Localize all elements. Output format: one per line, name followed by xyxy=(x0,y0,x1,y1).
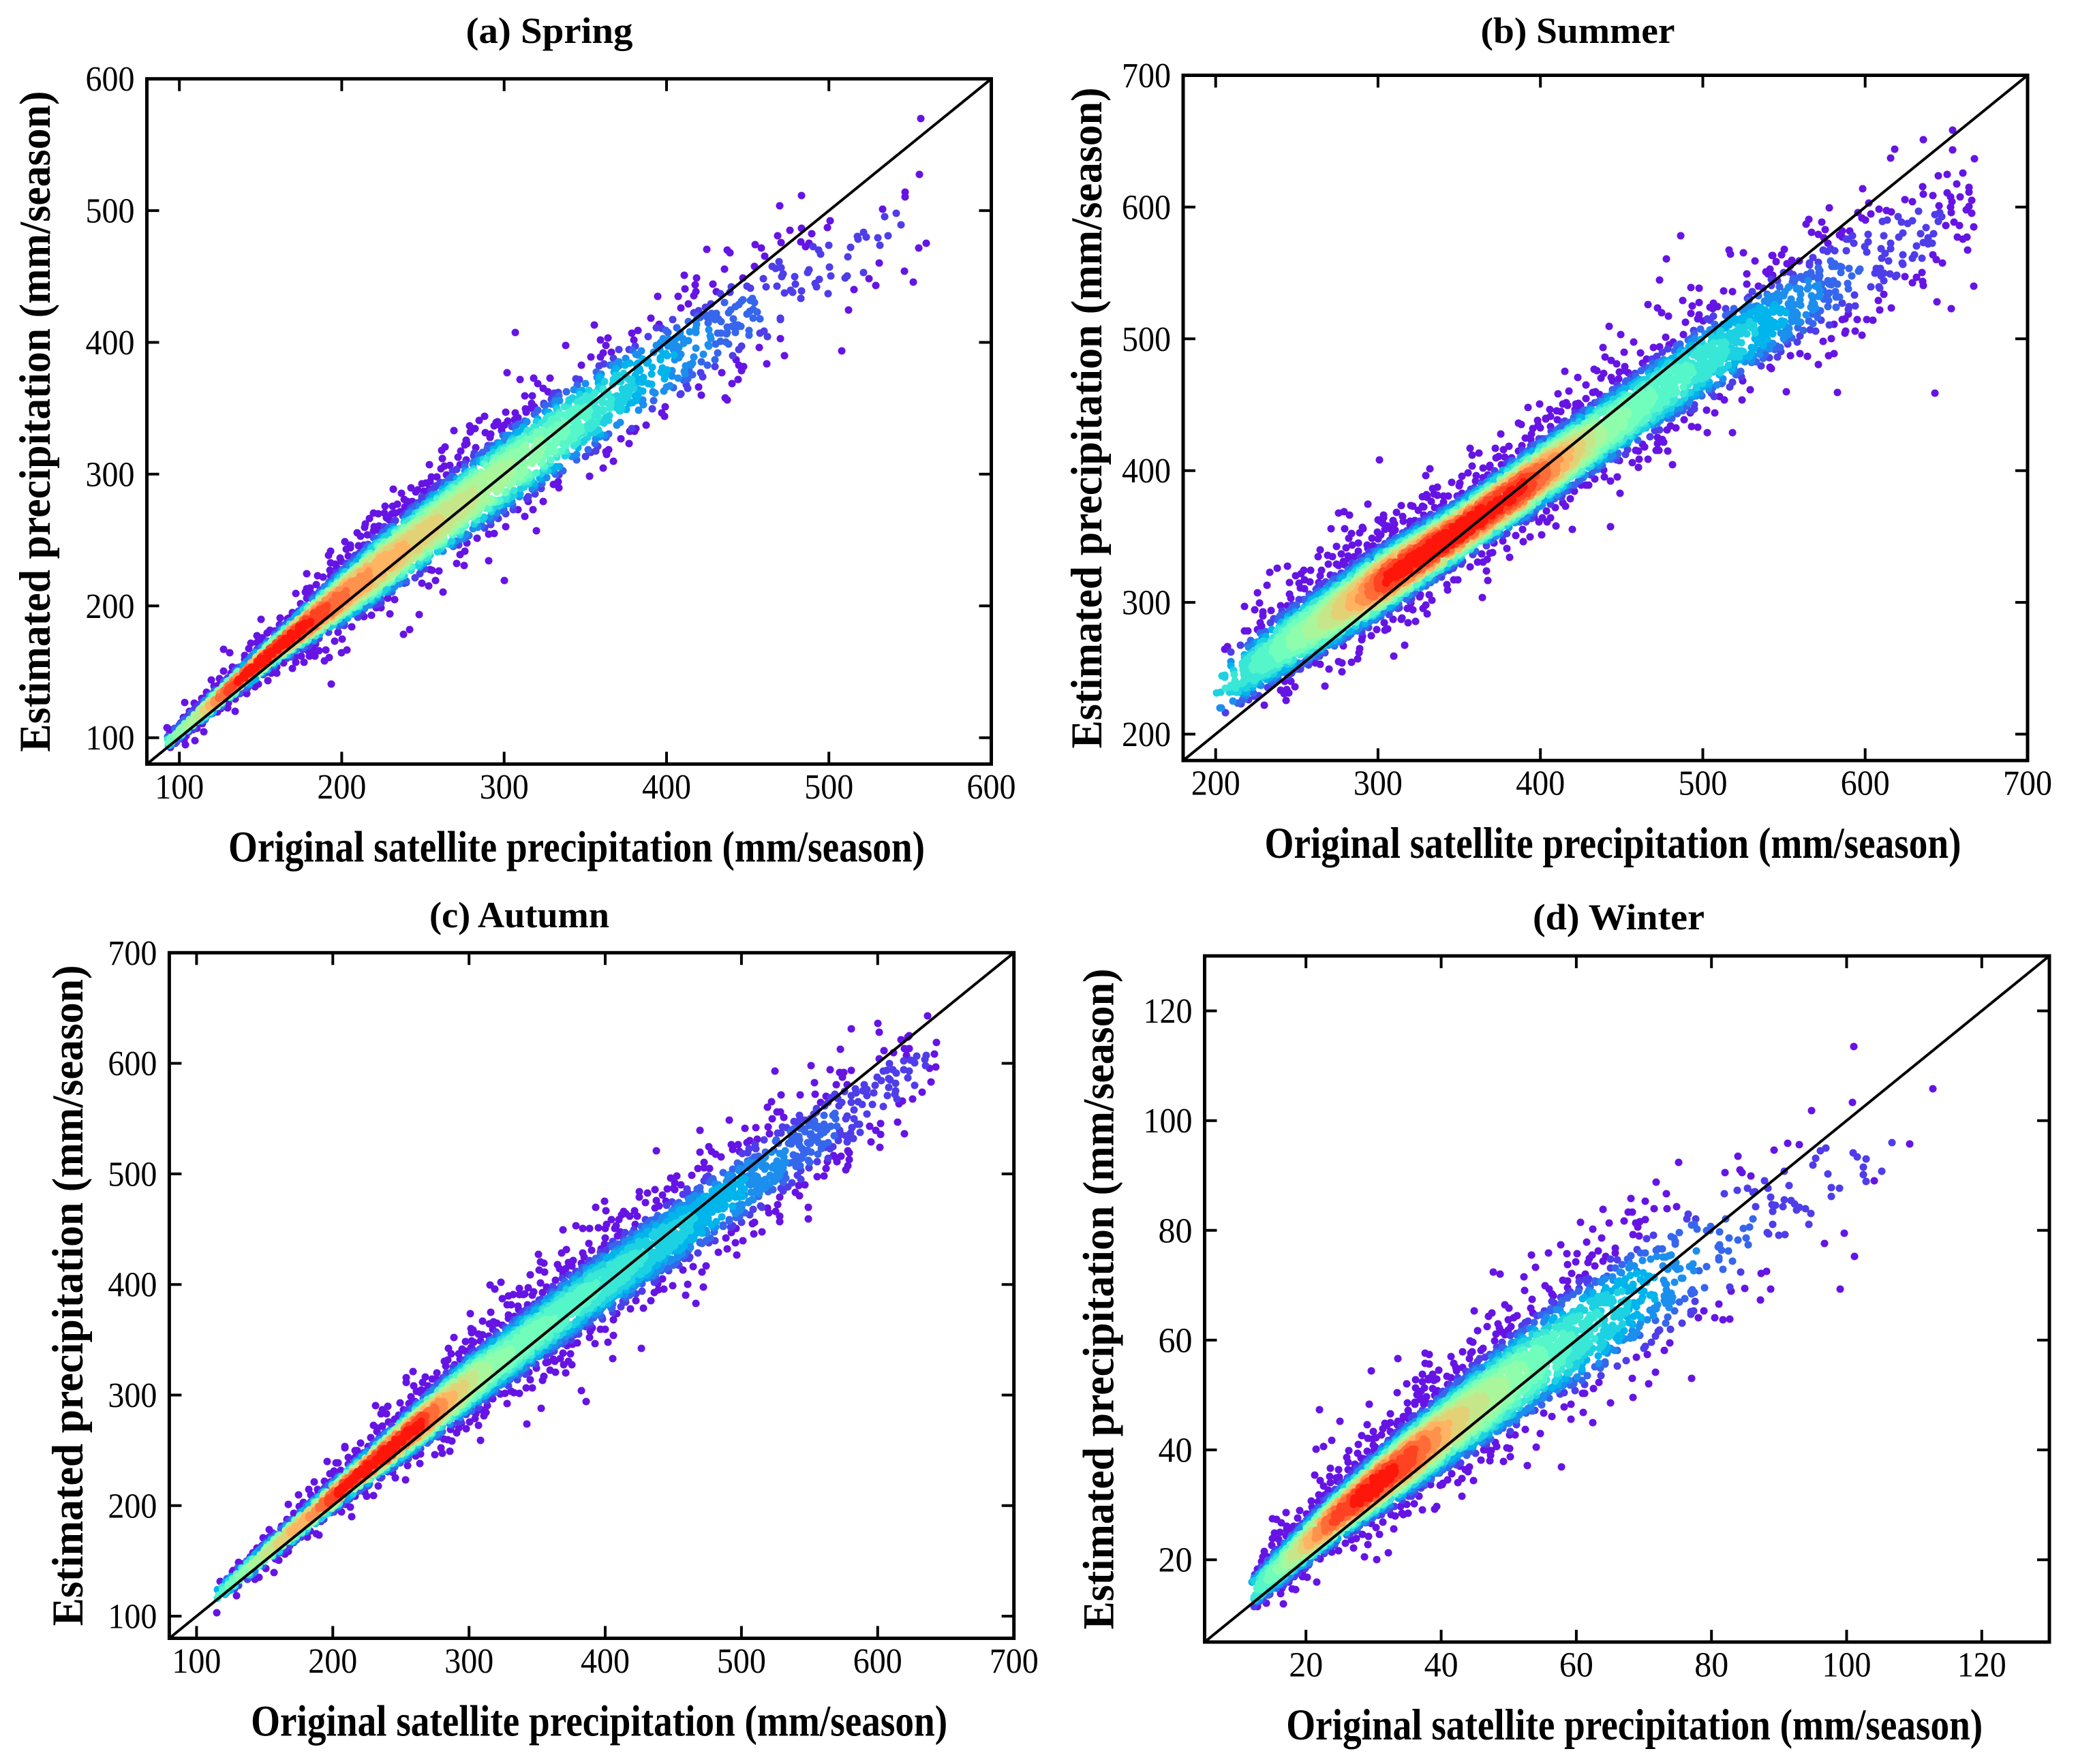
svg-text:500: 500 xyxy=(804,768,853,807)
svg-text:200: 200 xyxy=(1122,715,1171,754)
svg-text:Estimated precipitation (mm/se: Estimated precipitation (mm/season) xyxy=(1075,969,1124,1630)
svg-text:300: 300 xyxy=(1354,764,1403,803)
svg-text:600: 600 xyxy=(853,1642,902,1681)
svg-text:300: 300 xyxy=(444,1642,493,1681)
svg-text:60: 60 xyxy=(1559,1645,1593,1684)
svg-text:600: 600 xyxy=(108,1045,157,1083)
svg-text:600: 600 xyxy=(1841,764,1890,803)
svg-text:(d) Winter: (d) Winter xyxy=(1533,897,1705,938)
svg-text:400: 400 xyxy=(86,324,135,362)
svg-text:300: 300 xyxy=(480,768,529,807)
svg-text:120: 120 xyxy=(1144,992,1193,1031)
svg-text:300: 300 xyxy=(1122,584,1171,623)
svg-text:600: 600 xyxy=(1122,188,1171,227)
svg-text:Estimated precipitation (mm/se: Estimated precipitation (mm/season) xyxy=(11,91,60,752)
svg-text:(c) Autumn: (c) Autumn xyxy=(429,895,609,935)
svg-text:600: 600 xyxy=(967,768,1016,807)
svg-text:300: 300 xyxy=(86,455,135,494)
svg-text:40: 40 xyxy=(1424,1645,1458,1684)
svg-text:80: 80 xyxy=(1159,1211,1193,1250)
svg-text:Estimated precipitation (mm/se: Estimated precipitation (mm/season) xyxy=(44,965,93,1626)
svg-text:200: 200 xyxy=(108,1487,157,1526)
svg-text:Original satellite precipitati: Original satellite precipitation (mm/sea… xyxy=(1265,819,1961,868)
svg-text:500: 500 xyxy=(1679,764,1728,803)
svg-text:400: 400 xyxy=(108,1266,157,1305)
svg-text:100: 100 xyxy=(86,719,135,758)
svg-text:100: 100 xyxy=(172,1642,221,1681)
svg-text:400: 400 xyxy=(581,1642,630,1681)
svg-text:200: 200 xyxy=(1191,764,1240,803)
svg-text:Original satellite precipitati: Original satellite precipitation (mm/sea… xyxy=(251,1697,947,1746)
svg-text:700: 700 xyxy=(1122,57,1171,95)
svg-text:200: 200 xyxy=(317,768,366,807)
svg-text:(a) Spring: (a) Spring xyxy=(466,10,633,51)
svg-text:500: 500 xyxy=(717,1642,766,1681)
svg-text:400: 400 xyxy=(642,768,691,807)
svg-text:500: 500 xyxy=(1122,320,1171,359)
svg-text:100: 100 xyxy=(1144,1102,1193,1141)
svg-text:300: 300 xyxy=(108,1376,157,1415)
svg-text:500: 500 xyxy=(108,1155,157,1194)
svg-text:20: 20 xyxy=(1289,1645,1323,1684)
svg-text:200: 200 xyxy=(86,587,135,626)
svg-text:Original satellite precipitati: Original satellite precipitation (mm/sea… xyxy=(228,822,925,871)
svg-text:20: 20 xyxy=(1159,1541,1193,1580)
svg-text:400: 400 xyxy=(1516,764,1565,803)
svg-text:400: 400 xyxy=(1122,452,1171,491)
svg-text:700: 700 xyxy=(2003,764,2052,803)
svg-text:120: 120 xyxy=(1957,1645,2006,1684)
svg-text:60: 60 xyxy=(1159,1321,1193,1360)
svg-text:100: 100 xyxy=(108,1598,157,1637)
svg-text:(b) Summer: (b) Summer xyxy=(1481,10,1675,51)
svg-text:40: 40 xyxy=(1159,1432,1193,1470)
svg-text:Original satellite precipitati: Original satellite precipitation (mm/sea… xyxy=(1286,1701,1983,1750)
svg-text:Estimated precipitation (mm/se: Estimated precipitation (mm/season) xyxy=(1063,87,1112,748)
svg-text:500: 500 xyxy=(86,192,135,231)
svg-text:200: 200 xyxy=(308,1642,357,1681)
svg-text:100: 100 xyxy=(1822,1645,1871,1684)
svg-text:600: 600 xyxy=(86,60,135,99)
svg-text:100: 100 xyxy=(155,768,204,807)
svg-text:700: 700 xyxy=(990,1642,1039,1681)
svg-text:80: 80 xyxy=(1694,1645,1728,1684)
svg-text:700: 700 xyxy=(108,934,157,973)
